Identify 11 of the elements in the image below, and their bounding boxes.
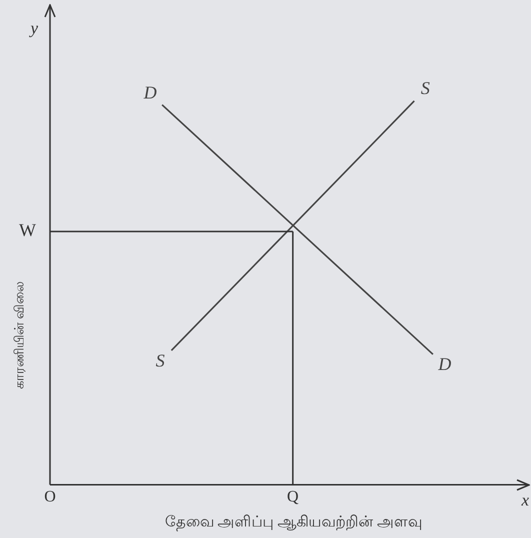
series-label: D [437,354,452,374]
text: D [144,82,157,103]
x-axis-title: தேவை அளிப்பு ஆகியவற்றின் அளவு [164,514,422,531]
ref-line-label: W [19,220,36,240]
text: S [420,78,430,98]
series-label: S [156,350,165,371]
text: y [28,18,38,38]
x-tick-label: O [44,488,56,506]
x-tick-label: Q [287,488,300,506]
text: x [520,490,530,510]
y-axis-title: காரணியின் விலை [11,280,26,390]
